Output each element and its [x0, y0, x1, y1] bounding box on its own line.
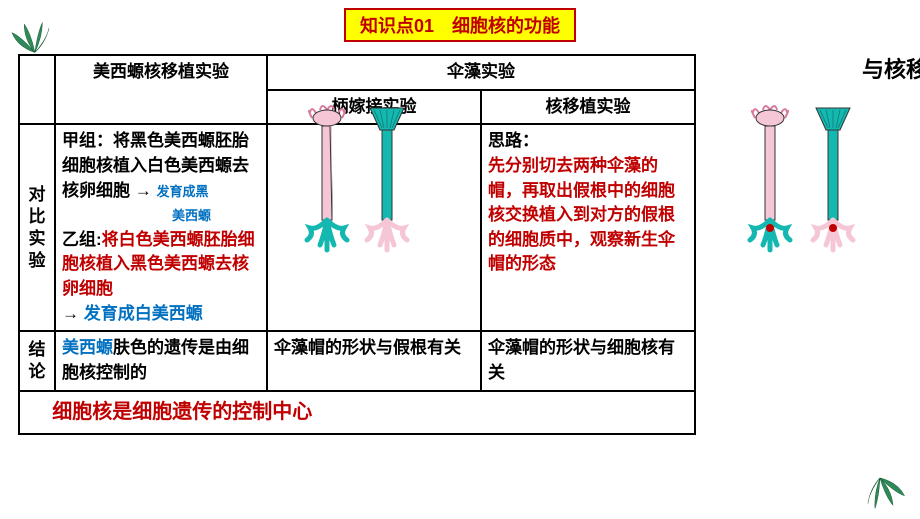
header-left: 美西螈核移植实验 [55, 55, 267, 124]
header-row-1: 美西螈核移植实验 伞藻实验 [19, 55, 695, 90]
row-label-exp: 对比实验 [19, 124, 55, 331]
leaf-decoration-br [855, 465, 916, 519]
title-bar: 知识点01 细胞核的功能 [0, 0, 920, 54]
conc-c2: 伞藻帽的形状与假根有关 [267, 331, 481, 390]
exp-right-cell: 思路： 先分别切去两种伞藻的帽，再取出假根中的细胞核交换植入到对方的假根的细胞质… [481, 124, 695, 331]
exp-left-cell: 甲组：将黑色美西螈胚胎细胞核植入白色美西螈去核卵细胞 → 发育成黑 美西螈 乙组… [55, 124, 267, 331]
final-conclusion: 细胞核是细胞遗传的控制中心 [19, 391, 695, 434]
header-sub2: 核移植实验 [481, 90, 695, 125]
algae-pink-flower [302, 100, 352, 255]
algae-teal-funnel-2 [808, 100, 858, 255]
algae-teal-funnel [362, 100, 412, 255]
page-title: 知识点01 细胞核的功能 [344, 8, 576, 42]
conc-c3: 伞藻帽的形状与细胞核有关 [481, 331, 695, 390]
algae-pink-flower-2 [745, 100, 795, 255]
conc-c1: 美西螈肤色的遗传是由细胞核控制的 [55, 331, 267, 390]
comparison-table: 美西螈核移植实验 伞藻实验 柄嫁接实验 核移植实验 对比实验 甲组：将黑色美西螈… [18, 54, 696, 435]
header-right: 伞藻实验 [267, 55, 695, 90]
final-row: 细胞核是细胞遗传的控制中心 [19, 391, 695, 434]
conclusion-row: 结论 美西螈肤色的遗传是由细胞核控制的 伞藻帽的形状与假根有关 伞藻帽的形状与细… [19, 331, 695, 390]
experiment-row: 对比实验 甲组：将黑色美西螈胚胎细胞核植入白色美西螈去核卵细胞 → 发育成黑 美… [19, 124, 695, 331]
row-label-conc: 结论 [19, 331, 55, 390]
